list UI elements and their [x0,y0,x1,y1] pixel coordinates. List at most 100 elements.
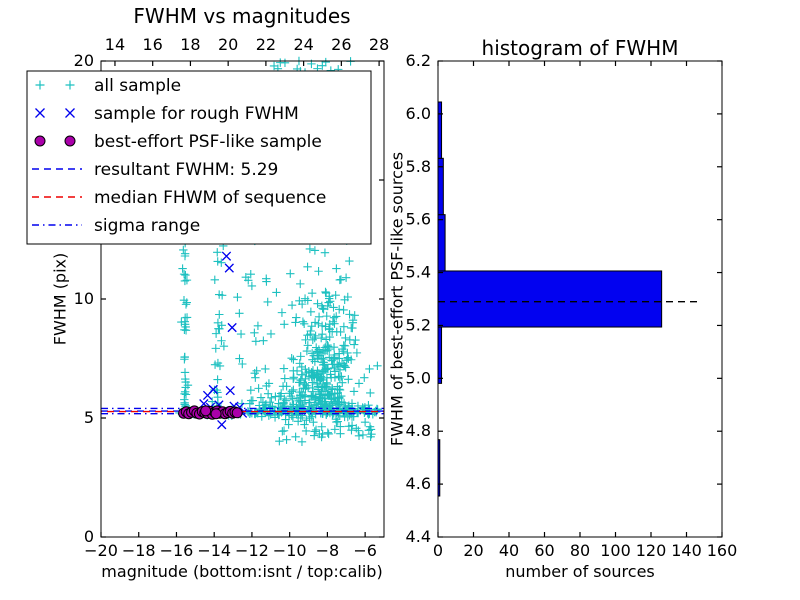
psf-like-point [210,408,222,420]
all-sample-point [366,388,375,398]
all-sample-point [256,393,266,402]
left-xtick-label: −14 [197,541,231,560]
legend-plus-marker [65,80,75,90]
all-sample-point [261,400,271,409]
all-sample-point [214,324,223,333]
legend-entry-label: median FHWM of sequence [94,188,326,208]
legend-circle-marker [64,135,76,147]
rough-fwhm-point [208,384,218,395]
all-sample-point [349,387,359,396]
all-sample-point [326,297,335,306]
all-sample-point [217,336,226,345]
all-sample-point [287,411,296,420]
all-sample-point [328,317,338,326]
all-sample-point [337,372,346,381]
all-sample-point [340,341,350,351]
all-sample-point [303,341,313,350]
all-sample-point [217,258,226,267]
all-sample-point [267,393,276,402]
left-xtick-label: −18 [122,541,156,560]
left-ytick-label: 5 [84,408,94,427]
all-sample-point [213,257,222,266]
all-sample-point [315,348,324,357]
right-xtick-label: 140 [671,541,702,560]
all-sample-point [318,394,327,404]
all-sample-point [272,288,281,297]
all-sample-point [296,279,305,289]
all-sample-point [219,341,229,351]
all-sample-point [352,348,362,358]
all-sample-point [250,328,259,338]
all-sample-point [373,361,382,371]
legend-entry-label: best-effort PSF-like sample [94,132,322,152]
rough-fwhm-point [224,263,234,273]
all-sample-point [365,405,374,414]
left-xtick-label: −6 [353,541,377,560]
all-sample-point [330,425,340,434]
all-sample-point [235,309,244,318]
all-sample-point [278,382,288,391]
all-sample-point [306,326,315,336]
all-sample-point [245,399,255,408]
all-sample-point [180,398,189,407]
left-ytick-label: 20 [74,51,94,70]
all-sample-point [339,408,348,418]
all-sample-point [317,321,327,331]
all-sample-point [310,246,320,255]
all-sample-point [301,374,310,384]
all-sample-point [295,359,304,368]
top-xtick-label: 18 [180,35,200,54]
all-sample-point [323,408,332,417]
all-sample-point [347,399,357,408]
all-sample-point [291,318,300,327]
all-sample-point [213,375,222,384]
all-sample-point [360,417,370,427]
all-sample-point [344,354,353,364]
all-sample-point [279,426,289,435]
right-ytick-label: 4.4 [406,527,431,546]
all-sample-point [279,399,288,409]
all-sample-point [292,313,301,322]
all-sample-point [349,340,359,349]
all-sample-point [318,358,327,367]
all-sample-point [263,297,272,307]
all-sample-point [310,318,320,327]
left-xtick-label: −12 [235,541,269,560]
top-xtick-label: 24 [293,35,313,54]
all-sample-point [180,368,190,377]
all-sample-point [354,431,364,440]
all-sample-point [180,320,190,329]
psf-like-point [200,405,212,417]
right-xtick-label: 20 [463,541,483,560]
all-sample-point [329,354,339,363]
left-xtick-label: −10 [273,541,307,560]
all-sample-point [233,293,242,302]
all-sample-point [266,329,276,339]
all-sample-point [180,325,189,335]
all-sample-point [323,301,332,311]
all-sample-point [321,335,331,344]
legend-entry-label: sample for rough FWHM [94,104,299,124]
rough-fwhm-point [217,420,227,430]
all-sample-point [296,391,305,400]
all-sample-point [310,333,319,343]
left-xtick-label: −8 [316,541,340,560]
right-xtick-label: 120 [636,541,667,560]
all-sample-point [179,269,189,279]
all-sample-point [321,365,331,374]
all-sample-point [343,348,352,358]
all-sample-point [340,361,349,371]
all-sample-point [350,311,359,320]
all-sample-point [180,389,189,399]
all-sample-point [330,319,339,328]
all-sample-point [291,432,300,442]
all-sample-point [336,429,345,438]
all-sample-point [262,277,271,286]
rough-fwhm-point [227,322,237,333]
left-xtick-label: −20 [84,541,118,560]
all-sample-point [330,363,339,373]
all-sample-point [343,292,352,302]
legend-plus-marker [35,80,45,90]
all-sample-point [246,386,256,395]
all-sample-point [297,362,306,372]
